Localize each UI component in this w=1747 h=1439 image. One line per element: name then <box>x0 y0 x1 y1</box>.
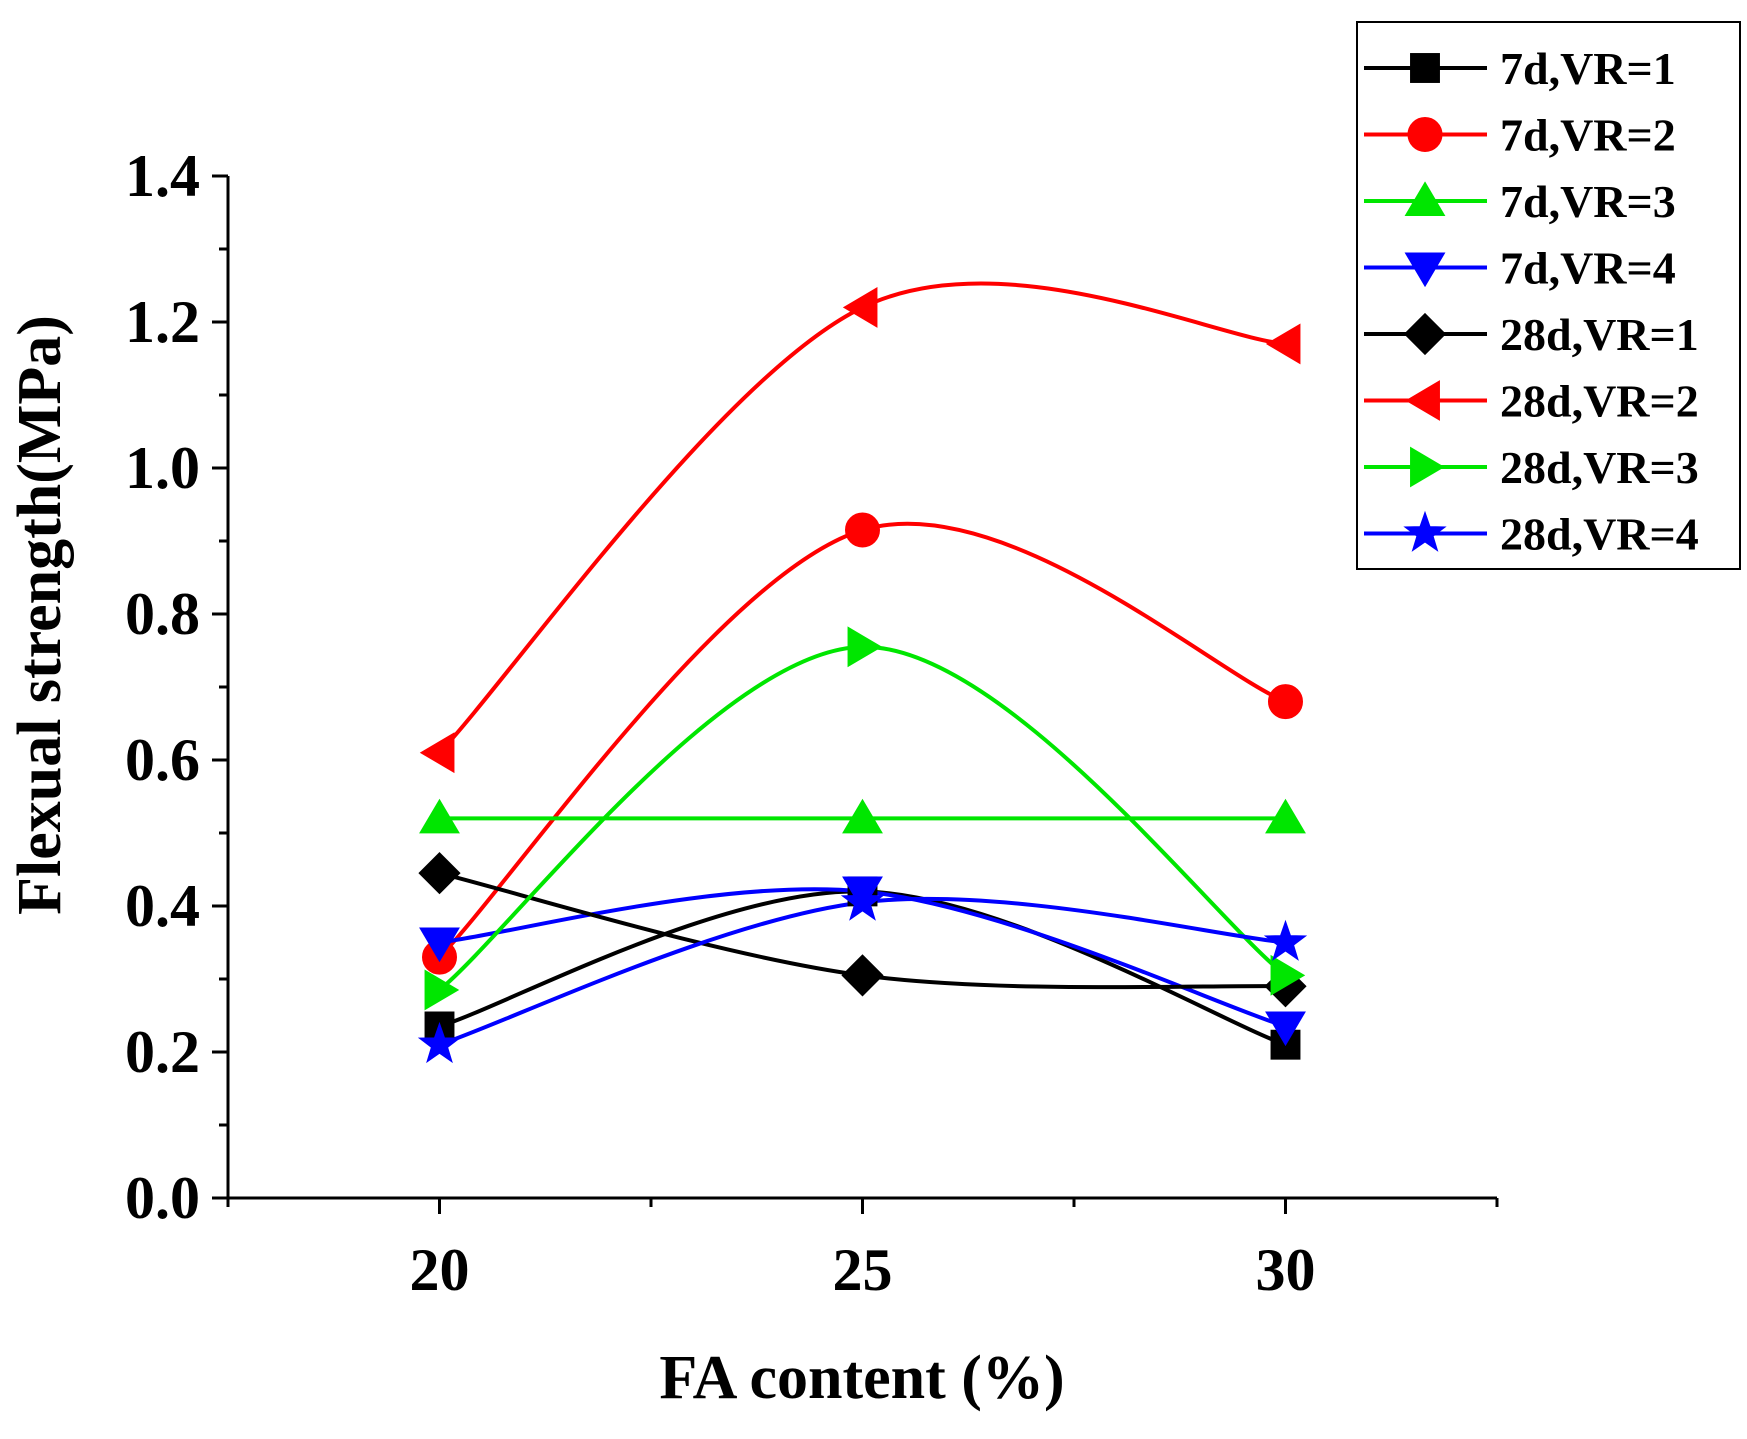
y-tick-label: 1.2 <box>125 289 200 355</box>
legend-marker-7 <box>1410 446 1445 488</box>
x-axis-title: FA content (%) <box>659 1344 1064 1412</box>
y-tick-label: 0.6 <box>125 727 200 793</box>
x-tick-label: 20 <box>410 1237 470 1303</box>
legend-label-5: 28d,VR=1 <box>1500 309 1699 360</box>
y-tick-label: 0.8 <box>125 581 200 647</box>
data-point-s8-p1 <box>417 1021 462 1064</box>
x-tick-label: 30 <box>1256 1237 1316 1303</box>
data-point-s6-p3 <box>1265 323 1301 365</box>
data-point-s3-p3 <box>1265 798 1306 834</box>
data-point-s8-p2 <box>840 879 885 921</box>
legend-marker-1 <box>1410 53 1440 83</box>
series-lines <box>438 281 1287 1047</box>
legend-marker-2 <box>1407 117 1443 152</box>
legend-marker-5 <box>1403 312 1447 356</box>
data-point-s5-p1 <box>418 852 461 895</box>
data-point-s5-p2 <box>841 954 884 997</box>
legend: 7d,VR=1 7d,VR=2 7d,VR=3 7d,VR=4 28d,VR=1 28d,… <box>1356 21 1741 570</box>
data-point-s3-p1 <box>419 798 460 834</box>
legend-label-2: 7d,VR=2 <box>1500 110 1676 161</box>
series-line-6 <box>438 281 1286 755</box>
legend-label-4: 7d,VR=4 <box>1500 243 1676 294</box>
data-point-s2-p2 <box>845 512 880 548</box>
legend-marker-4 <box>1404 252 1446 288</box>
legend-label-7: 28d,VR=3 <box>1500 442 1699 493</box>
y-tick-label: 0.2 <box>125 1019 200 1085</box>
data-point-s7-p2 <box>847 626 883 668</box>
data-point-s7-p3 <box>1270 954 1306 996</box>
data-point-s8-p3 <box>1263 919 1308 961</box>
legend-marker-8 <box>1403 510 1447 552</box>
y-tick-label: 1.4 <box>125 143 200 209</box>
data-point-s4-p1 <box>419 927 460 963</box>
y-tick-label: 0.4 <box>125 873 200 939</box>
y-tick-label: 0.0 <box>125 1165 200 1231</box>
data-point-s2-p3 <box>1268 684 1303 720</box>
legend-marker-3 <box>1404 181 1446 216</box>
legend-label-1: 7d,VR=1 <box>1500 43 1676 94</box>
legend-label-6: 28d,VR=2 <box>1500 376 1699 427</box>
data-point-s6-p2 <box>842 286 878 328</box>
data-point-s3-p2 <box>842 798 883 834</box>
legend-label-8: 28d,VR=4 <box>1500 509 1699 560</box>
axes: 0.0 0.2 0.4 0.6 0.8 1.0 1.2 1.4 20 25 30 <box>125 143 1499 1303</box>
y-tick-label: 1.0 <box>125 435 200 501</box>
x-tick-label: 25 <box>833 1237 893 1303</box>
data-point-s4-p3 <box>1265 1011 1306 1047</box>
data-point-s6-p1 <box>419 732 455 774</box>
legend-marker-6 <box>1405 380 1440 421</box>
series-markers <box>417 286 1308 1064</box>
data-point-s7-p1 <box>424 969 460 1011</box>
y-axis-title: Flexual strength(MPa) <box>6 315 74 915</box>
legend-label-3: 7d,VR=3 <box>1500 176 1676 227</box>
